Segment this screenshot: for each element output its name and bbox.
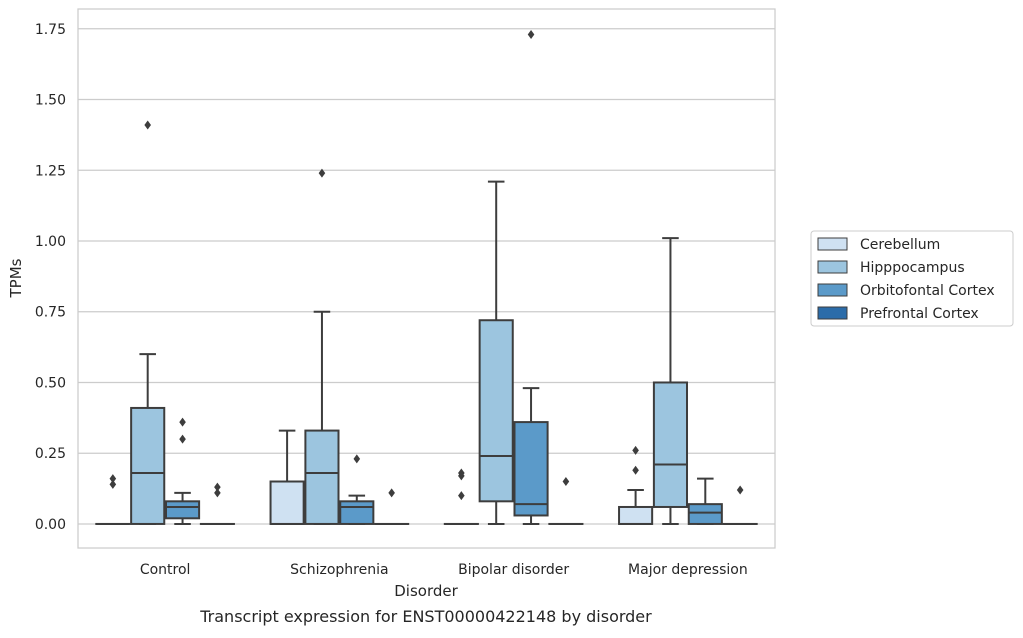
- outlier-point: [354, 454, 361, 463]
- outlier-point: [528, 30, 535, 39]
- y-tick-label: 0.00: [35, 517, 66, 533]
- box-body: [131, 408, 164, 524]
- box-body: [480, 320, 513, 501]
- legend-label: Cerebellum: [860, 237, 940, 253]
- y-tick-label: 1.75: [35, 22, 66, 38]
- box-body: [271, 482, 304, 524]
- outlier-point: [110, 474, 117, 483]
- y-tick-label: 0.75: [35, 305, 66, 321]
- legend-label: Prefrontal Cortex: [860, 306, 979, 322]
- box-body: [619, 507, 652, 524]
- y-tick-label: 0.25: [35, 446, 66, 462]
- box-0-3: [201, 483, 234, 524]
- box-1-3: [375, 488, 408, 524]
- box-layer: [96, 30, 756, 524]
- x-tick-label: Bipolar disorder: [458, 562, 569, 578]
- box-0-1: [131, 121, 164, 524]
- legend-label: Orbitofontal Cortex: [860, 283, 995, 299]
- legend: Cerebellum Hipppocampus Orbitofontal Corte…: [811, 231, 1013, 326]
- box-1-2: [340, 454, 373, 524]
- box-3-2: [689, 479, 722, 524]
- outlier-point: [563, 477, 570, 486]
- box-1-0: [271, 431, 304, 524]
- x-axis-label: Disorder: [394, 582, 458, 600]
- box-body: [514, 422, 547, 515]
- y-tick-label: 1.00: [35, 234, 66, 250]
- box-body: [689, 504, 722, 524]
- outlier-point: [179, 418, 186, 427]
- y-tick-label: 1.25: [35, 163, 66, 179]
- box-3-1: [654, 238, 687, 524]
- box-body: [340, 501, 373, 524]
- outlier-point: [214, 483, 221, 492]
- outlier-point: [144, 121, 151, 130]
- legend-swatch: [818, 307, 847, 319]
- box-body: [305, 431, 338, 524]
- x-tick-label: Schizophrenia: [290, 562, 388, 578]
- y-tick-label: 1.50: [35, 93, 66, 109]
- legend-label: Hipppocampus: [860, 260, 965, 276]
- legend-swatch: [818, 284, 847, 296]
- outlier-point: [388, 488, 395, 497]
- x-tick-label: Control: [140, 562, 191, 578]
- y-axis-label: TPMs: [7, 258, 25, 298]
- legend-swatch: [818, 238, 847, 250]
- y-tick-labels: 0.00 0.25 0.50 0.75 1.00 1.25 1.50 1.75: [35, 22, 66, 533]
- box-2-3: [549, 477, 582, 524]
- outlier-point: [179, 435, 186, 444]
- legend-swatch: [818, 261, 847, 273]
- x-tick-label: Major depression: [628, 562, 748, 578]
- box-2-2: [514, 30, 547, 524]
- outlier-point: [458, 491, 465, 500]
- x-tick-labels: Control Schizophrenia Bipolar disorder Majo…: [140, 562, 748, 578]
- box-3-3: [724, 485, 757, 523]
- outlier-point: [737, 485, 744, 494]
- y-tick-label: 0.50: [35, 375, 66, 391]
- box-1-1: [305, 169, 338, 524]
- chart-caption: Transcript expression for ENST0000042214…: [199, 607, 652, 626]
- box-3-0: [619, 446, 652, 524]
- box-2-0: [445, 469, 478, 524]
- box-body: [166, 501, 199, 518]
- outlier-point: [632, 466, 639, 475]
- box-0-2: [166, 418, 199, 524]
- box-0-0: [96, 474, 129, 524]
- box-body: [654, 382, 687, 506]
- box-2-1: [480, 182, 513, 524]
